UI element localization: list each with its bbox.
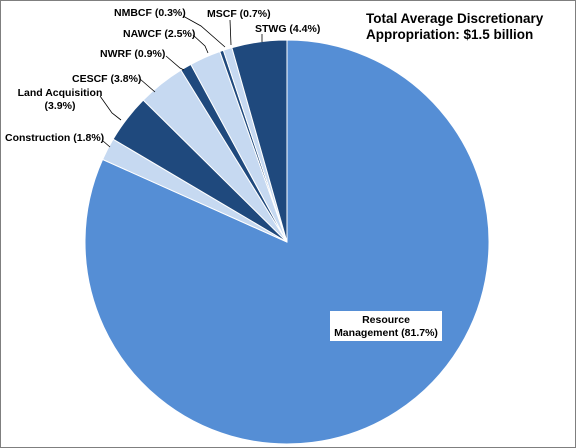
leader-line-mscf	[229, 19, 232, 46]
pie-slice-stwg	[231, 39, 288, 243]
slice-label-nmbcf: NMBCF (0.3%)	[114, 7, 186, 19]
leader-lines	[99, 15, 263, 148]
chart-title-line-1: Total Average Discretionary	[366, 11, 544, 26]
pie-slices	[84, 39, 490, 445]
slice-label-nawcf: NAWCF (2.5%)	[123, 28, 195, 40]
leader-line-construction	[102, 140, 111, 148]
slice-label-land-acquisition-line-1: Land Acquisition	[18, 87, 103, 99]
chart-title-line-2: Appropriation: $1.5 billion	[366, 27, 533, 42]
slice-label-cescf: CESCF (3.8%)	[72, 73, 141, 85]
slice-label-mscf: MSCF (0.7%)	[207, 8, 271, 20]
slice-label-resource-management-line-2: Management (81.7%)	[334, 327, 438, 339]
label-box-resource-management	[330, 311, 442, 341]
slice-label-resource-management-line-1: Resource	[362, 314, 410, 326]
slice-label-stwg: STWG (4.4%)	[255, 23, 320, 35]
leader-line-land-acquisition	[99, 95, 122, 121]
leader-line-nmbcf	[182, 15, 226, 48]
leader-line-cescf	[139, 78, 156, 93]
leader-line-nawcf	[192, 34, 209, 54]
slice-label-construction: Construction (1.8%)	[5, 132, 104, 144]
slice-label-land-acquisition-line-2: (3.9%)	[45, 100, 76, 112]
leader-line-nwrf	[165, 55, 185, 71]
slice-label-nwrf: NWRF (0.9%)	[100, 48, 165, 60]
